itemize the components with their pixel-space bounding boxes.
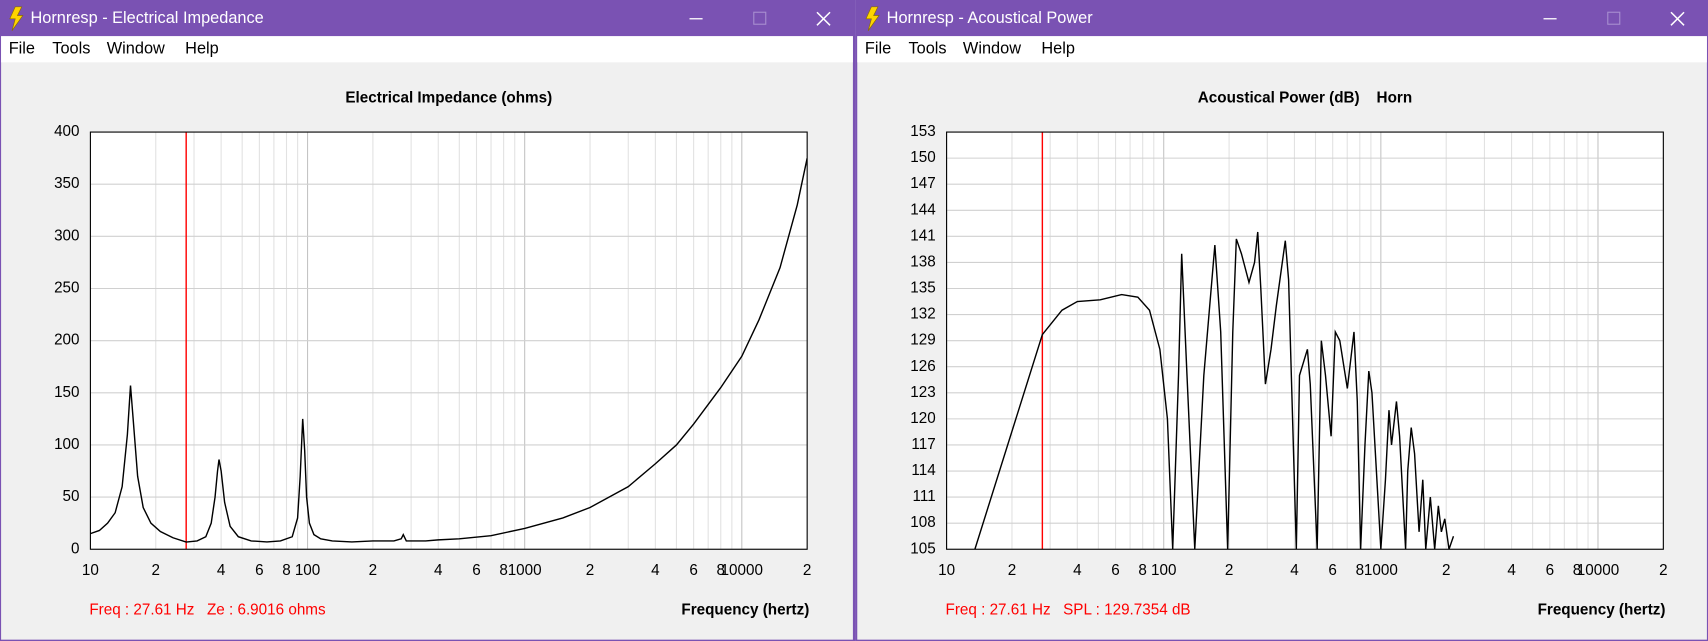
y-tick-label: 120 [910,410,935,427]
y-tick-label: 0 [71,540,79,557]
x-tick-label: 4 [434,562,443,579]
x-tick-label: 2 [152,562,160,579]
status-readout: Ze : 6.9016 ohms [207,601,326,618]
x-tick-label: 100 [295,562,320,579]
x-tick-label: 1000 [1364,562,1398,579]
x-tick-label: 6 [1546,562,1554,579]
y-tick-label: 150 [910,149,935,166]
x-tick-label: 4 [1290,562,1299,579]
window-title: Hornresp - Electrical Impedance [31,9,264,27]
status-readout: Freq : 27.61 Hz [89,601,194,618]
window: Hornresp - Electrical Impedance File Tools… [0,0,856,641]
menu-item[interactable]: File [9,40,35,58]
y-tick-label: 105 [910,540,935,557]
x-tick-label: 10000 [1577,562,1619,579]
x-tick-label: 8 [282,562,290,579]
menu-item[interactable]: Tools [908,40,946,58]
y-tick-label: 50 [63,488,80,505]
close-button[interactable] [816,11,831,26]
menu-item[interactable]: Window [107,40,165,58]
plot-border [89,131,808,550]
window-title: Hornresp - Acoustical Power [887,9,1094,27]
y-tick-label: 147 [910,175,935,192]
x-tick-label: 6 [1111,562,1119,579]
y-tick-label: 150 [54,384,79,401]
data-line [974,231,1455,550]
y-tick-label: 400 [54,123,79,140]
window: Hornresp - Acoustical Power File Tools Wind… [855,0,1708,641]
plot-border [946,131,1664,550]
x-axis-label: Frequency (hertz) [1538,601,1666,618]
y-tick-label: 108 [910,514,935,531]
y-tick-label: 129 [910,332,935,349]
menu-item[interactable]: Window [963,40,1021,58]
y-tick-label: 153 [910,123,935,140]
x-tick-label: 8 [1138,562,1146,579]
x-tick-label: 6 [472,562,480,579]
y-tick-label: 141 [910,227,935,244]
status-readout: SPL : 129.7354 dB [1063,601,1190,618]
menu-item[interactable]: Help [1041,40,1075,58]
x-tick-label: 6 [255,562,263,579]
title-bar [0,0,854,37]
x-tick-label: 10 [82,562,99,579]
x-tick-label: 8 [1573,562,1581,579]
y-tick-label: 111 [913,488,936,505]
maximize-button[interactable] [753,11,767,25]
y-tick-label: 144 [910,201,936,218]
x-tick-label: 8 [499,562,507,579]
x-tick-label: 1000 [508,562,542,579]
y-tick-label: 100 [54,436,79,453]
x-tick-label: 2 [1659,562,1667,579]
x-tick-label: 2 [803,562,811,579]
y-tick-label: 126 [910,358,935,375]
y-tick-label: 200 [54,332,79,349]
x-tick-label: 2 [369,562,377,579]
x-tick-label: 100 [1151,562,1176,579]
title-bar [856,0,1708,37]
menu-bar [1,36,853,63]
y-tick-label: 114 [911,462,936,479]
x-tick-label: 4 [217,562,226,579]
close-button[interactable] [1670,11,1685,26]
app-icon [9,6,24,31]
menu-item[interactable]: File [865,40,891,58]
status-readout: Freq : 27.61 Hz [946,601,1051,618]
x-tick-label: 2 [1008,562,1016,579]
x-tick-label: 6 [689,562,697,579]
y-tick-label: 123 [910,384,935,401]
app-icon [865,6,880,31]
y-tick-label: 117 [911,436,935,453]
menu-bar [857,36,1707,63]
x-axis-label: Frequency (hertz) [681,601,809,618]
x-tick-label: 2 [586,562,594,579]
y-tick-label: 135 [910,280,935,297]
x-tick-label: 4 [1073,562,1082,579]
maximize-button[interactable] [1607,11,1621,25]
y-tick-label: 132 [910,306,935,323]
menu-item[interactable]: Help [185,40,219,58]
chart-title: Electrical Impedance (ohms) [345,89,552,106]
x-tick-label: 4 [1507,562,1516,579]
x-tick-label: 6 [1328,562,1336,579]
x-tick-label: 8 [1356,562,1364,579]
data-line [90,157,808,543]
y-tick-label: 300 [54,227,79,244]
menu-item[interactable]: Tools [52,40,90,58]
x-tick-label: 8 [717,562,725,579]
y-tick-label: 250 [54,280,79,297]
x-tick-label: 4 [651,562,660,579]
x-tick-label: 10000 [721,562,763,579]
x-tick-label: 2 [1225,562,1233,579]
x-tick-label: 10 [938,562,955,579]
y-tick-label: 138 [910,253,935,270]
chart-title: Acoustical Power (dB) Horn [1198,89,1412,106]
y-tick-label: 350 [54,175,79,192]
x-tick-label: 2 [1442,562,1450,579]
